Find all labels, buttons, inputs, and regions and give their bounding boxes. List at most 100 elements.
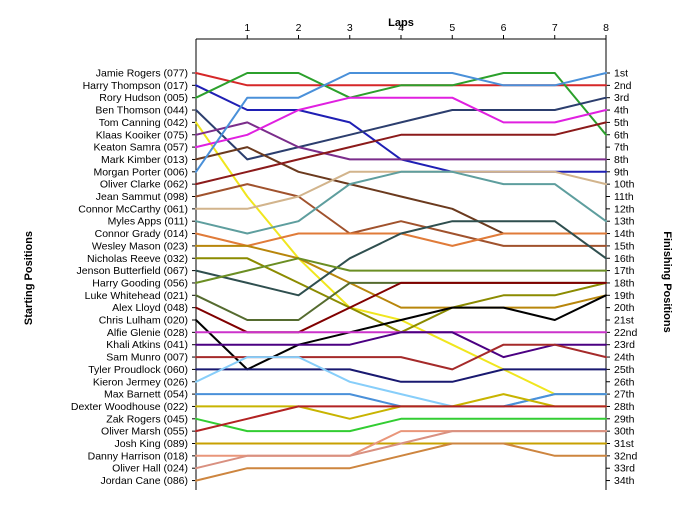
starting-position-label: Zak Rogers (045) — [106, 413, 188, 425]
lap-tick-label: 5 — [449, 22, 455, 34]
starting-position-label: Myles Apps (011) — [108, 216, 188, 228]
lap-tick-label: 2 — [296, 22, 302, 34]
starting-position-label: Sam Munro (007) — [106, 352, 188, 364]
driver-line-23 — [195, 331, 607, 359]
driver-line-29 — [195, 417, 607, 433]
starting-position-label: Nicholas Reeve (032) — [87, 253, 188, 265]
driver-line-15 — [195, 244, 607, 309]
starting-position-label: Danny Harrison (018) — [88, 450, 188, 462]
finishing-position-label: 25th — [614, 364, 635, 376]
starting-position-label: Jordan Cane (086) — [100, 475, 188, 487]
driver-line-18 — [195, 257, 607, 284]
finishing-position-label: 13th — [614, 216, 635, 228]
starting-position-label: Harry Thompson (017) — [83, 80, 188, 92]
finishing-position-label: 27th — [614, 389, 635, 401]
finishing-position-label: 9th — [614, 166, 629, 178]
finishing-position-label: 6th — [614, 129, 629, 141]
finishing-position-label: 33rd — [614, 463, 635, 475]
finishing-position-label: 29th — [614, 413, 635, 425]
driver-line-30 — [195, 405, 607, 433]
starting-position-label: Harry Gooding (056) — [92, 277, 188, 289]
driver-line-17 — [195, 220, 607, 297]
starting-position-label: Jean Sammut (098) — [96, 191, 188, 203]
driver-line-19 — [195, 281, 607, 321]
driver-line-4 — [195, 96, 607, 161]
finishing-position-label: 28th — [614, 401, 635, 413]
finishing-position-label: 26th — [614, 376, 635, 388]
starting-position-label: Alfie Glenie (028) — [107, 327, 188, 339]
finishing-position-label: 12th — [614, 203, 635, 215]
driver-line-12 — [195, 170, 607, 210]
finishing-position-label: 11th — [614, 191, 634, 203]
finishing-position-label: 17th — [614, 265, 635, 277]
lap-tick-label: 7 — [552, 22, 558, 34]
finishing-position-label: 14th — [614, 228, 635, 240]
finishing-position-label: 31st — [614, 438, 634, 450]
starting-position-label: Connor McCarthy (061) — [78, 203, 188, 215]
driver-line-9 — [195, 72, 607, 173]
finishing-position-label: 15th — [614, 240, 635, 252]
series-lines — [195, 72, 607, 482]
driver-line-13 — [195, 170, 607, 235]
lap-tick-label: 1 — [244, 22, 250, 34]
axes: 1 2 3 4 5 6 7 8 — [192, 22, 610, 490]
starting-position-label: Jenson Butterfield (067) — [77, 265, 188, 277]
driver-line-10 — [195, 121, 607, 186]
driver-line-1 — [195, 72, 607, 87]
starting-position-label: Keaton Samra (057) — [93, 142, 188, 154]
finishing-position-label: 18th — [614, 277, 635, 289]
lap-tick-label: 4 — [398, 22, 404, 34]
starting-position-label: Luke Whitehead (021) — [85, 290, 188, 302]
lap-tick-label: 6 — [501, 22, 507, 34]
finishing-position-label: 3rd — [614, 92, 629, 104]
finishing-position-label: 10th — [614, 179, 635, 191]
starting-position-label: Ben Thomson (044) — [95, 105, 188, 117]
finishing-position-label: 2nd — [614, 80, 632, 92]
starting-position-label: Chris Lulham (020) — [99, 315, 188, 327]
y-axis-title-right: Finishing Positions — [661, 231, 673, 332]
starting-position-label: Mark Kimber (013) — [101, 154, 188, 166]
lap-tick-label: 3 — [347, 22, 353, 34]
driver-line-25 — [195, 368, 607, 383]
finishing-position-label: 1st — [614, 68, 628, 80]
starting-position-label: Oliver Marsh (055) — [101, 426, 188, 438]
driver-line-16 — [195, 257, 607, 334]
driver-line-33 — [195, 430, 607, 470]
starting-position-label: Oliver Hall (024) — [112, 463, 188, 475]
position-labels: Jamie Rogers (077)Harry Thompson (017)Ro… — [71, 68, 638, 488]
starting-position-label: Oliver Clarke (062) — [100, 179, 188, 191]
starting-position-label: Kieron Jermey (026) — [93, 376, 188, 388]
finishing-position-label: 24th — [614, 352, 635, 364]
finishing-position-label: 32nd — [614, 450, 638, 462]
finishing-position-label: 30th — [614, 426, 635, 438]
driver-line-7 — [195, 96, 607, 149]
starting-position-label: Morgan Porter (006) — [93, 166, 188, 178]
finishing-position-label: 5th — [614, 117, 629, 129]
starting-position-label: Dexter Woodhouse (022) — [71, 401, 188, 413]
driver-line-14 — [195, 232, 607, 247]
finishing-position-label: 22nd — [614, 327, 638, 339]
driver-line-21 — [195, 294, 607, 371]
starting-position-label: Alex Lloyd (048) — [112, 302, 188, 314]
finishing-position-label: 20th — [614, 302, 635, 314]
starting-position-label: Tyler Proudlock (060) — [88, 364, 188, 376]
driver-line-34 — [195, 442, 607, 482]
starting-position-label: Jamie Rogers (077) — [96, 68, 188, 80]
driver-line-11 — [195, 183, 607, 247]
finishing-position-label: 23rd — [614, 339, 635, 351]
finishing-position-label: 19th — [614, 290, 635, 302]
starting-position-label: Josh King (089) — [114, 438, 188, 450]
finishing-position-label: 8th — [614, 154, 629, 166]
starting-position-label: Max Barnett (054) — [104, 389, 188, 401]
starting-position-label: Tom Canning (042) — [99, 117, 188, 129]
starting-position-label: Connor Grady (014) — [95, 228, 188, 240]
finishing-position-label: 7th — [614, 142, 629, 154]
finishing-position-label: 16th — [614, 253, 635, 265]
starting-position-label: Klaas Kooiker (075) — [96, 129, 188, 141]
driver-line-6 — [195, 121, 607, 161]
driver-line-5 — [195, 121, 607, 396]
x-axis-title: Laps — [388, 17, 414, 29]
starting-position-label: Rory Hudson (005) — [99, 92, 188, 104]
